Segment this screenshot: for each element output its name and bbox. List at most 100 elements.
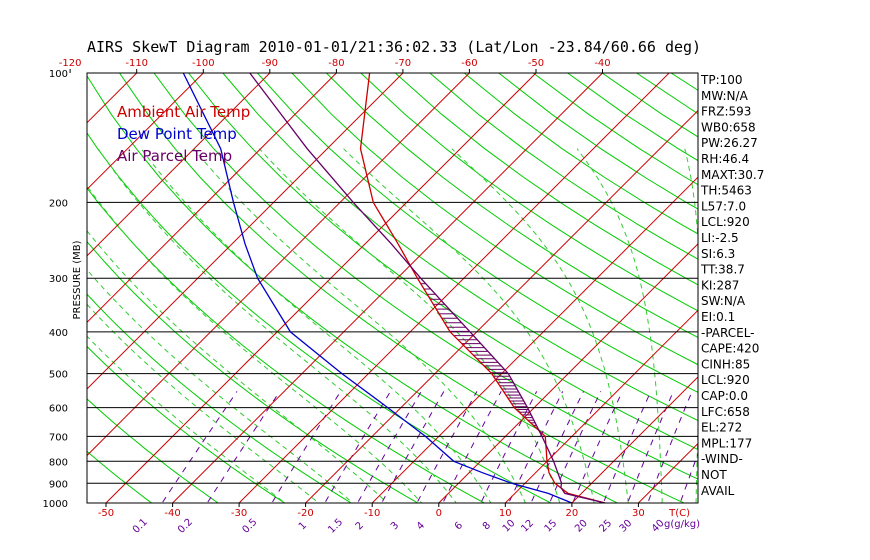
- top-temp-tick-label: -40: [594, 58, 610, 69]
- series-line-0: [359, 73, 606, 503]
- mixing-ratio-label: 25: [597, 518, 614, 535]
- stat-line: LCL:920: [701, 215, 750, 229]
- top-temp-tick-label: -70: [395, 58, 411, 69]
- legend: Ambient Air Temp Dew Point Temp Air Parc…: [117, 103, 250, 165]
- mixing-ratio-label: 8: [481, 520, 493, 532]
- dry-adiabat: [222, 73, 698, 422]
- mixing-ratio-label: 6: [453, 520, 465, 532]
- top-temp-tick-label: -100: [192, 58, 215, 69]
- mixing-ratio-line: [356, 391, 422, 503]
- legend-item-parcel: Air Parcel Temp: [117, 147, 232, 165]
- dry-adiabat: [87, 345, 286, 503]
- bottom-temp-tick-label: -10: [364, 508, 380, 519]
- stat-line: LI:-2.5: [701, 231, 739, 245]
- isotherm: [87, 73, 204, 190]
- isotherm: [305, 109, 698, 503]
- stat-line: WB0:658: [701, 120, 756, 134]
- mixing-ratio-label: 2: [354, 520, 366, 532]
- mixing-ratio-label: 0.2: [176, 517, 195, 536]
- isotherm: [0, 73, 4, 503]
- stat-line: EL:272: [701, 421, 742, 435]
- pressure-tick-label: 700: [49, 432, 68, 443]
- mixing-ratio-line: [161, 391, 238, 503]
- dry-adiabat: [498, 73, 698, 210]
- stat-line: SW:N/A: [701, 294, 746, 308]
- mixing-ratio-label: 10: [501, 518, 518, 535]
- mixing-ratio-label: 1.5: [326, 517, 345, 536]
- series-line-2: [249, 73, 606, 503]
- isotherm: [172, 73, 603, 503]
- mixing-ratio-label: 4: [415, 520, 427, 532]
- dry-adiabat: [87, 450, 153, 503]
- stat-line: PW:26.27: [701, 136, 758, 150]
- moist-adiabat: [140, 148, 492, 503]
- mixing-ratio-line: [381, 391, 445, 503]
- chart-title: AIRS SkewT Diagram 2010-01-01/21:36:02.3…: [87, 38, 701, 56]
- bottom-temp-tick-label: -20: [297, 508, 313, 519]
- stat-line: MPL:177: [701, 436, 752, 450]
- bottom-temp-tick-label: -40: [164, 508, 180, 519]
- bottom-temp-tick-label: 30: [632, 508, 645, 519]
- mixing-ratio-line: [324, 391, 391, 503]
- stat-line: AVAIL: [701, 484, 735, 498]
- pressure-tick-label: 400: [49, 328, 68, 339]
- top-temp-tick-label: -80: [328, 58, 344, 69]
- stat-line: CAPE:420: [701, 342, 759, 356]
- pressure-tick-label: 200: [49, 198, 68, 209]
- stat-line: FRZ:593: [701, 105, 751, 119]
- pressure-tick-label: 500: [49, 370, 68, 381]
- mixing-ratio-line: [271, 391, 342, 503]
- mixing-ratio-label: 12: [519, 518, 536, 535]
- bottom-temp-tick-label: 10: [499, 508, 512, 519]
- dry-adiabat: [119, 73, 686, 503]
- stat-line: CAP:0.0: [701, 389, 748, 403]
- legend-item-ambient: Ambient Air Temp: [117, 103, 250, 121]
- stat-line: RH:46.4: [701, 152, 749, 166]
- mixing-ratio-label: 0.5: [241, 517, 260, 536]
- dry-adiabat: [291, 73, 698, 366]
- dry-adiabat: [87, 398, 219, 503]
- temp-unit-label: T(C): [668, 508, 690, 519]
- isotherm: [87, 73, 271, 257]
- mixing-ratio-line: [480, 391, 538, 503]
- dry-adiabat: [87, 75, 619, 503]
- dry-adiabat: [87, 293, 353, 503]
- mixing-ratio-line: [627, 391, 674, 503]
- pressure-tick-label: 600: [49, 404, 68, 415]
- stat-line: MAXT:30.7: [701, 168, 764, 182]
- isotherm: [238, 73, 670, 503]
- mixing-ratio-label: 0.1: [131, 517, 150, 536]
- dry-adiabat: [87, 132, 552, 503]
- legend-item-dewpoint: Dew Point Temp: [117, 125, 237, 143]
- dry-adiabat: [463, 73, 698, 235]
- stat-line: SI:6.3: [701, 247, 735, 261]
- stat-line: KI:287: [701, 278, 739, 292]
- grid-layer: [0, 73, 698, 503]
- isotherm: [87, 73, 404, 390]
- top-temp-tick-label: -60: [461, 58, 477, 69]
- mixing-ratio-line: [530, 391, 584, 503]
- pressure-tick-label: 100: [49, 69, 68, 80]
- stat-line: -PARCEL-: [701, 326, 755, 340]
- mixing-ratio-line: [572, 391, 623, 503]
- mixing-ratio-line: [416, 391, 478, 503]
- dry-adiabat: [87, 240, 419, 503]
- isotherm: [87, 73, 470, 457]
- mixing-ratio-line: [548, 391, 602, 503]
- stat-line: L57:7.0: [701, 199, 746, 213]
- series-line-1: [182, 73, 573, 503]
- top-temp-tick-label: -120: [59, 58, 82, 69]
- dry-adiabat: [325, 73, 698, 339]
- bottom-temp-tick-label: -50: [98, 508, 114, 519]
- top-temp-tick-label: -110: [125, 58, 148, 69]
- series-layer: [182, 73, 606, 503]
- dry-adiabat: [257, 73, 698, 393]
- stat-line: EI:0.1: [701, 310, 735, 324]
- pressure-tick-label: 900: [49, 479, 68, 490]
- mixing-ratio-unit-label: g(g/kg): [664, 519, 700, 530]
- isotherm: [105, 73, 537, 503]
- stat-line: TT:38.7: [700, 263, 745, 277]
- moist-adiabat: [87, 335, 286, 503]
